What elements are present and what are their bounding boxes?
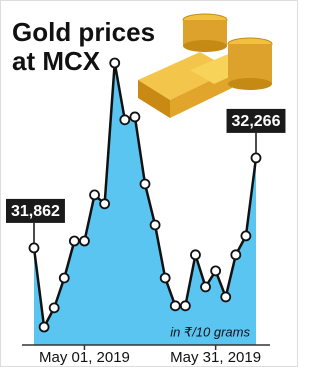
point [80, 237, 89, 246]
point [221, 292, 230, 301]
data-label-text: 31,862 [11, 203, 60, 220]
point [151, 220, 160, 229]
point [40, 323, 49, 332]
point [191, 250, 200, 259]
chart: Gold prices at MCX in ₹/10 grams May 01, … [0, 0, 298, 367]
point [120, 115, 129, 124]
point [110, 59, 119, 68]
data-label-text: 32,266 [232, 113, 281, 130]
point [171, 301, 180, 310]
chart-title: at MCX [12, 46, 101, 76]
point [252, 153, 261, 162]
chart-title: Gold prices [12, 17, 155, 47]
x-tick-label: May 01, 2019 [39, 349, 130, 366]
point [70, 237, 79, 246]
data-label: 32,266 [227, 109, 286, 133]
point [231, 250, 240, 259]
point [60, 273, 69, 282]
point [30, 243, 39, 252]
annotation: in ₹/10 grams [170, 324, 250, 339]
point [181, 301, 190, 310]
point [161, 273, 170, 282]
point [90, 190, 99, 199]
point [100, 199, 109, 208]
data-label: 31,862 [6, 199, 65, 223]
point [130, 112, 139, 121]
point [50, 303, 59, 312]
x-tick-label: May 31, 2019 [170, 349, 261, 366]
point [141, 179, 150, 188]
point [211, 266, 220, 275]
point [241, 231, 250, 240]
point [201, 282, 210, 291]
